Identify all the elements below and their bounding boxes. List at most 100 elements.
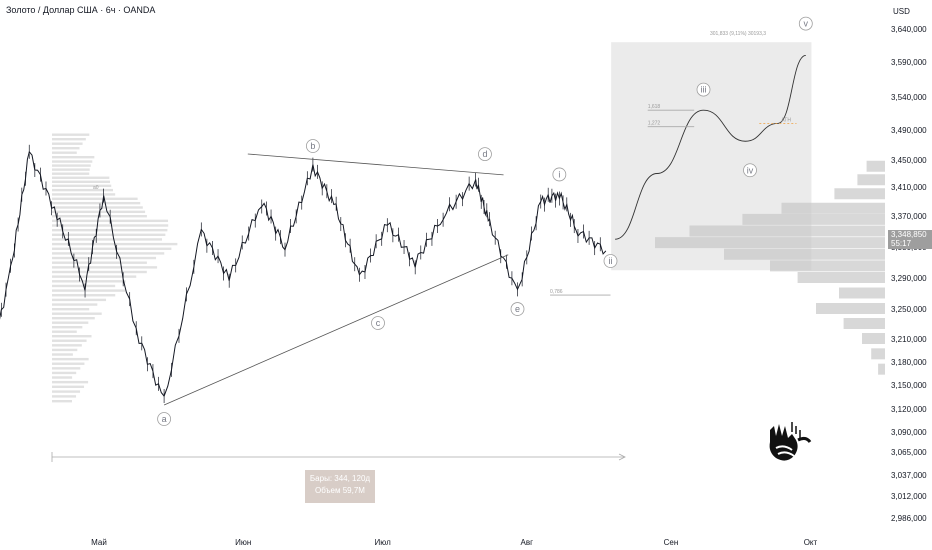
volume-profile-right-bar — [689, 225, 885, 237]
volume-profile-right-bar — [843, 318, 885, 329]
volume-profile-right-bar — [839, 287, 885, 299]
y-tick-label: 3,210,000 — [891, 335, 927, 344]
top-note: 301,833 (9,11%) 30193,3 — [710, 31, 766, 37]
y-tick-label: 3,450,000 — [891, 156, 927, 165]
volume-profile-bar — [52, 147, 80, 150]
wave-marker-iv — [743, 163, 757, 178]
volume-profile-bar — [52, 176, 110, 179]
volume-profile-right-bar — [866, 160, 885, 172]
volume-profile-bar — [52, 184, 112, 188]
volume-profile-bar — [52, 233, 166, 236]
volume-profile-bar — [52, 238, 162, 241]
wave-trendlines — [163, 153, 509, 406]
date-range-measure[interactable] — [51, 452, 626, 462]
volume-profile-left — [52, 133, 178, 403]
y-tick-label: 3,290,000 — [891, 274, 927, 283]
volume-profile-bar — [52, 280, 126, 283]
y-tick-label: 3,640,000 — [891, 25, 927, 34]
wave-label-b: b — [310, 141, 315, 151]
y-tick-label: 3,037,000 — [891, 471, 927, 480]
volume-profile-bar — [52, 275, 137, 278]
wave-label-a: a — [162, 414, 167, 424]
volume-profile-bar — [52, 357, 89, 361]
wave-label-ii: ii — [609, 256, 613, 266]
wave-label-e: e — [515, 304, 520, 314]
volume-profile-bar — [52, 256, 157, 260]
x-tick-label: Окт — [804, 538, 818, 547]
wave-marker-a — [157, 412, 172, 426]
volume-profile-bar — [52, 138, 86, 141]
volume-profile-bar — [52, 168, 90, 171]
fib-label-1,618: 1,618 — [648, 104, 661, 110]
volume-profile-bar — [52, 344, 82, 347]
volume-profile-bar — [52, 298, 107, 302]
y-tick-label: 3,590,000 — [891, 58, 927, 67]
y-tick-label: 3,090,000 — [891, 428, 927, 437]
volume-profile-bar — [52, 353, 73, 356]
volume-profile-bar — [52, 266, 158, 269]
wave-label-c: c — [376, 318, 381, 328]
volume-profile-bar — [52, 335, 92, 338]
volume-profile-right-bar — [862, 333, 885, 344]
wave-label-i: i — [558, 169, 560, 179]
price-line — [0, 150, 607, 398]
current-price: 3,348,850 — [891, 230, 927, 239]
fib-levels: 1,618 1,272 0,786 ATH — [550, 104, 797, 296]
volume-profile-right-bar — [655, 237, 885, 249]
y-tick-label: 3,490,000 — [891, 126, 927, 135]
y-tick-label: 3,410,000 — [891, 183, 927, 192]
volume-profile-bar — [52, 326, 83, 329]
symbol-title[interactable]: Золото / Доллар США · 6ч · OANDA — [6, 5, 156, 15]
volume-profile-right-bar — [816, 303, 885, 314]
volume-profile-bar — [52, 308, 90, 311]
wave-marker-ii — [603, 254, 618, 268]
fib-label-1,272: 1,272 — [648, 121, 661, 127]
volume-profile-right-bar — [871, 348, 885, 360]
wave-label-v: v — [804, 19, 809, 29]
volume-profile-bar — [52, 270, 147, 274]
x-tick-label: Июн — [235, 538, 251, 547]
volume-profile-right-bar — [770, 260, 885, 272]
wave-marker-e — [510, 302, 525, 316]
y-tick-label: 3,065,000 — [891, 448, 927, 457]
x-axis[interactable]: Май Июн Июл Авг Сен Окт — [91, 538, 817, 547]
volume-profile-bar — [52, 197, 138, 200]
volume-profile-bar — [52, 133, 90, 136]
y-tick-label: 3,370,000 — [891, 212, 927, 221]
wave-label-iv: iv — [747, 165, 754, 175]
y-axis[interactable]: 2,986,000 3,012,000 3,037,000 3,065,000 3,09… — [891, 25, 927, 523]
volume-profile-bar — [52, 188, 113, 192]
x-tick-label: Май — [91, 538, 107, 547]
current-price-tag: 3,348,850 55:17 — [888, 230, 932, 249]
volume-profile-bar — [52, 224, 169, 227]
volume-profile-right — [655, 160, 885, 375]
volume-profile-bar — [52, 156, 95, 159]
volume-profile-bar — [52, 317, 95, 320]
wave-marker-iii — [696, 82, 711, 97]
wave-label-iii: iii — [701, 85, 707, 95]
currency-label: USD — [893, 7, 910, 16]
volume-profile-bar — [52, 371, 77, 375]
wave-marker-v — [798, 16, 813, 31]
volume-profile-bar — [52, 348, 78, 352]
volume-profile-bar — [52, 206, 143, 209]
y-tick-label: 2,986,000 — [891, 514, 927, 523]
volume-profile-bar — [52, 210, 146, 214]
volume-profile-bar — [52, 312, 102, 315]
shaka-hand-logo — [769, 422, 812, 461]
fib-label-0,786: 0,786 — [550, 289, 563, 295]
wave-marker-d — [478, 147, 492, 162]
volume-profile-bar — [52, 380, 89, 384]
volume-profile-bar — [52, 303, 98, 306]
wave-label-d: d — [482, 149, 487, 159]
volume-profile-bar — [52, 362, 85, 365]
y-tick-label: 3,150,000 — [891, 381, 927, 390]
volume-profile-bar — [52, 201, 141, 205]
projected-wave-path — [615, 54, 806, 240]
x-tick-label: Июл — [375, 538, 392, 547]
volume-profile-bar — [52, 321, 89, 324]
y-tick-label: 3,012,000 — [891, 492, 927, 501]
wave-marker-c — [371, 316, 385, 330]
